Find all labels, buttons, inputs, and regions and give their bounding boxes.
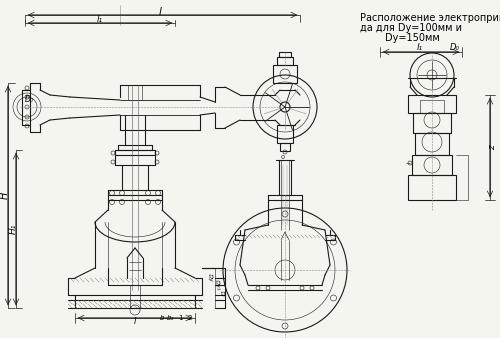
Bar xyxy=(215,268,225,308)
Text: b₁: b₁ xyxy=(166,315,173,321)
Text: H₁: H₁ xyxy=(8,224,18,234)
Text: 1: 1 xyxy=(178,315,182,321)
Text: l: l xyxy=(158,7,162,17)
Bar xyxy=(277,125,293,143)
Bar xyxy=(277,57,293,65)
Text: D₀: D₀ xyxy=(450,44,460,52)
Bar xyxy=(413,113,451,133)
Text: l: l xyxy=(134,317,136,327)
Bar xyxy=(408,175,456,200)
Text: D: D xyxy=(219,290,225,296)
Bar xyxy=(408,95,456,113)
Text: z: z xyxy=(488,146,498,150)
Text: 2: 2 xyxy=(188,315,192,321)
Text: b: b xyxy=(160,315,164,321)
Text: l₁: l₁ xyxy=(417,44,423,52)
Text: да для Dy=100мм и: да для Dy=100мм и xyxy=(360,23,462,33)
Bar xyxy=(273,65,297,83)
Bar xyxy=(279,52,291,57)
Bar xyxy=(412,155,452,175)
Text: l₁: l₁ xyxy=(97,16,103,24)
Bar xyxy=(420,100,444,113)
Text: Расположение электроприво-: Расположение электроприво- xyxy=(360,13,500,23)
Text: Dy=150мм: Dy=150мм xyxy=(360,33,440,43)
Text: H: H xyxy=(0,191,10,199)
Bar xyxy=(415,133,449,155)
Text: Dy: Dy xyxy=(207,273,213,283)
Text: Dу₁: Dу₁ xyxy=(214,279,220,291)
Bar xyxy=(280,143,290,151)
Text: D₀: D₀ xyxy=(24,96,34,104)
